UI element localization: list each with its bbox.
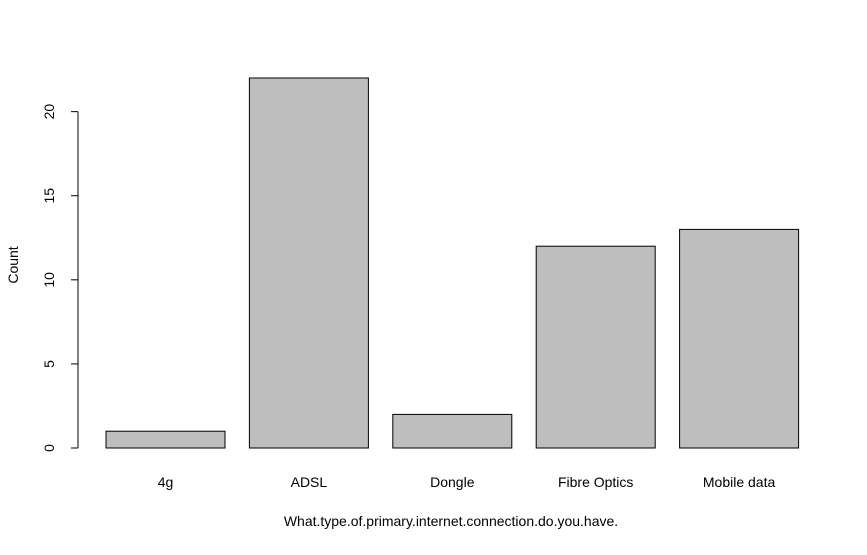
y-axis: 0 5 10 15 20 (41, 104, 79, 452)
bars-group (105, 77, 800, 449)
y-axis-title: Count (5, 246, 21, 283)
bar-4g (105, 430, 226, 449)
x-tick-label: ADSL (291, 474, 328, 490)
bar-fibre-optics (535, 245, 656, 449)
x-axis-title: What.type.of.primary.internet.connection… (284, 513, 618, 529)
bar-adsl (248, 77, 369, 449)
x-tick-label: Dongle (430, 474, 475, 490)
x-tick-label: Mobile data (703, 474, 776, 490)
x-tick-label: Fibre Optics (558, 474, 633, 490)
y-tick-label: 20 (41, 104, 57, 120)
y-tick-label: 10 (41, 272, 57, 288)
x-tick-label: 4g (158, 474, 174, 490)
bar-mobile-data (679, 228, 800, 449)
x-tick-labels: 4g ADSL Dongle Fibre Optics Mobile data (158, 474, 776, 490)
y-tick-label: 15 (41, 188, 57, 204)
y-tick-label: 0 (41, 444, 57, 452)
bar-dongle (392, 413, 513, 449)
y-tick-label: 5 (41, 360, 57, 368)
